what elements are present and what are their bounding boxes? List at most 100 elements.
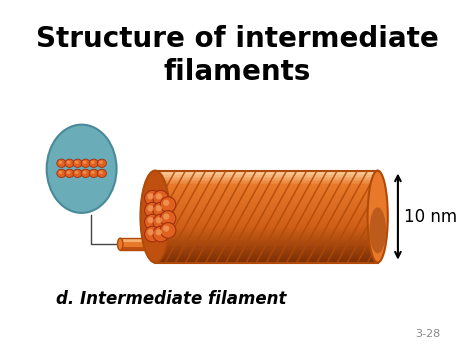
Polygon shape — [155, 207, 378, 209]
Polygon shape — [155, 260, 378, 261]
Polygon shape — [155, 195, 378, 197]
Ellipse shape — [75, 161, 79, 164]
Ellipse shape — [145, 226, 160, 242]
Ellipse shape — [65, 169, 74, 178]
Ellipse shape — [145, 214, 160, 230]
Ellipse shape — [46, 125, 117, 213]
Polygon shape — [155, 242, 378, 244]
Polygon shape — [155, 187, 378, 189]
Polygon shape — [120, 244, 160, 245]
Ellipse shape — [73, 169, 82, 178]
Polygon shape — [155, 172, 378, 174]
Text: Structure of intermediate
filaments: Structure of intermediate filaments — [36, 26, 438, 86]
Ellipse shape — [118, 238, 123, 250]
Polygon shape — [155, 203, 378, 204]
Ellipse shape — [83, 171, 87, 174]
Ellipse shape — [97, 159, 107, 168]
Polygon shape — [155, 213, 378, 215]
Polygon shape — [155, 250, 378, 252]
Ellipse shape — [147, 193, 154, 200]
Ellipse shape — [153, 190, 168, 206]
Polygon shape — [155, 249, 378, 250]
Polygon shape — [155, 215, 378, 217]
Ellipse shape — [140, 171, 170, 263]
Ellipse shape — [153, 214, 168, 230]
Ellipse shape — [67, 171, 71, 174]
Polygon shape — [120, 239, 160, 240]
Polygon shape — [155, 227, 378, 229]
Polygon shape — [155, 217, 378, 218]
Polygon shape — [120, 247, 160, 248]
Polygon shape — [155, 247, 378, 249]
Ellipse shape — [91, 161, 95, 164]
Ellipse shape — [99, 171, 103, 174]
Polygon shape — [155, 174, 378, 175]
Ellipse shape — [89, 159, 98, 168]
Ellipse shape — [81, 169, 90, 178]
Polygon shape — [155, 198, 378, 200]
Polygon shape — [155, 197, 378, 198]
Polygon shape — [155, 256, 378, 258]
Polygon shape — [155, 191, 378, 192]
Polygon shape — [120, 243, 160, 244]
Ellipse shape — [156, 205, 162, 212]
Ellipse shape — [89, 169, 98, 178]
Polygon shape — [120, 246, 160, 247]
Polygon shape — [155, 175, 378, 177]
Polygon shape — [155, 189, 378, 191]
Polygon shape — [155, 240, 378, 241]
Ellipse shape — [160, 197, 176, 212]
Polygon shape — [155, 193, 378, 195]
Polygon shape — [155, 177, 378, 178]
Polygon shape — [155, 181, 378, 183]
Ellipse shape — [57, 159, 66, 168]
Polygon shape — [155, 201, 378, 203]
Polygon shape — [155, 235, 378, 236]
Polygon shape — [155, 244, 378, 246]
Polygon shape — [155, 212, 378, 213]
Text: 3-28: 3-28 — [415, 329, 440, 339]
Polygon shape — [155, 171, 378, 172]
Polygon shape — [155, 200, 378, 201]
Ellipse shape — [163, 225, 169, 232]
Ellipse shape — [59, 171, 62, 174]
Ellipse shape — [156, 217, 162, 223]
Polygon shape — [155, 232, 378, 234]
Ellipse shape — [147, 217, 154, 223]
Ellipse shape — [163, 200, 169, 206]
Polygon shape — [120, 242, 160, 243]
Polygon shape — [155, 236, 378, 238]
Polygon shape — [155, 223, 378, 224]
Polygon shape — [155, 255, 378, 256]
Ellipse shape — [67, 161, 71, 164]
Ellipse shape — [369, 207, 386, 253]
Polygon shape — [155, 220, 378, 221]
Ellipse shape — [145, 190, 160, 206]
Polygon shape — [155, 211, 378, 212]
Ellipse shape — [59, 161, 62, 164]
Polygon shape — [155, 204, 378, 206]
Ellipse shape — [367, 171, 388, 263]
Polygon shape — [155, 184, 378, 186]
Ellipse shape — [73, 159, 82, 168]
Polygon shape — [120, 238, 160, 250]
Polygon shape — [155, 178, 378, 180]
Ellipse shape — [147, 205, 154, 212]
Ellipse shape — [156, 193, 162, 200]
Polygon shape — [155, 241, 378, 242]
Polygon shape — [120, 241, 160, 242]
Ellipse shape — [153, 226, 168, 242]
Polygon shape — [155, 226, 378, 227]
Polygon shape — [155, 221, 378, 223]
Ellipse shape — [65, 159, 74, 168]
Polygon shape — [155, 186, 378, 187]
Polygon shape — [155, 192, 378, 193]
Ellipse shape — [75, 171, 79, 174]
Ellipse shape — [91, 171, 95, 174]
Text: d. Intermediate filament: d. Intermediate filament — [55, 290, 286, 308]
Polygon shape — [155, 253, 378, 255]
Polygon shape — [120, 245, 160, 246]
Polygon shape — [120, 249, 160, 250]
Polygon shape — [120, 240, 160, 241]
Ellipse shape — [57, 169, 66, 178]
